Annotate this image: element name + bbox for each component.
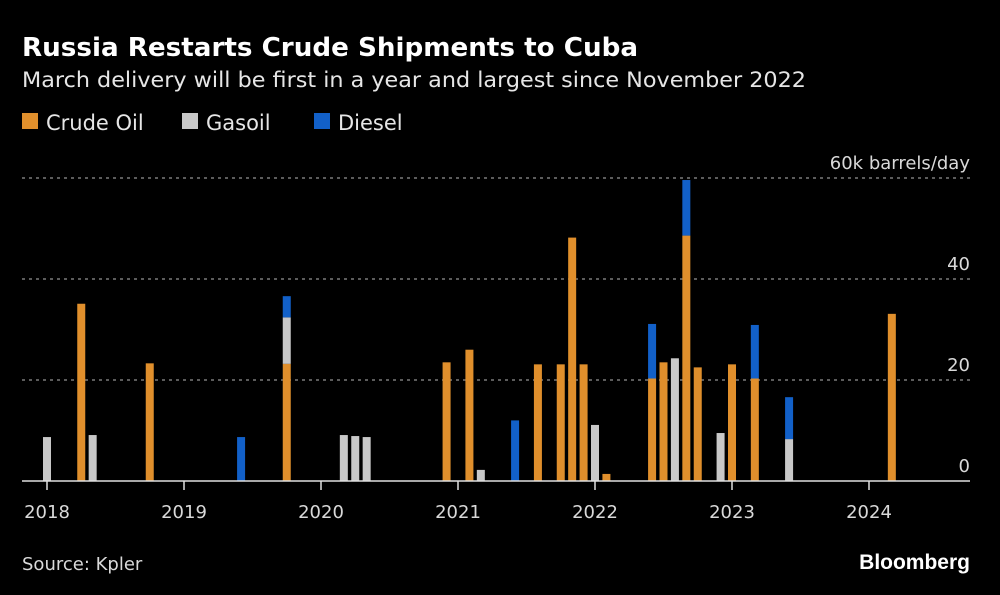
legend: Crude Oil Gasoil Diesel — [22, 111, 403, 135]
y-tick-label: 0 — [959, 456, 970, 477]
x-tick-label: 2020 — [298, 502, 344, 523]
bar-crude-oil-2021-12 — [579, 364, 588, 481]
bar-gasoil-2020-04 — [351, 436, 360, 481]
y-tick-label: 20 — [947, 355, 970, 376]
bar-gasoil-2023-06 — [785, 439, 794, 481]
legend-swatch-crude-oil — [22, 113, 38, 129]
x-tick-label: 2024 — [846, 502, 892, 523]
bar-diesel-2021-06 — [511, 420, 520, 481]
bar-crude-oil-2023-03 — [750, 378, 759, 481]
bar-crude-oil-2021-11 — [568, 237, 577, 481]
y-tick-label: 60k barrels/day — [830, 153, 971, 174]
bar-crude-oil-2022-07 — [659, 362, 668, 481]
bar-crude-oil-2021-08 — [533, 364, 542, 481]
source-note: Source: Kpler — [22, 554, 143, 575]
bar-gasoil-2021-03 — [476, 469, 485, 481]
x-axis: 2018 2019 2020 2021 2022 2023 2024 — [22, 480, 970, 523]
legend-label: Crude Oil — [46, 111, 144, 135]
bar-crude-oil-2022-10 — [693, 367, 702, 481]
bar-diesel-2023-06 — [785, 397, 794, 440]
bar-gasoil-2018-01 — [43, 437, 51, 481]
bar-diesel-2022-06 — [648, 323, 657, 379]
gridlines: 0 20 40 60k barrels/day — [22, 153, 970, 477]
bar-crude-oil-2020-12 — [442, 362, 451, 481]
bar-diesel-2019-06 — [237, 437, 246, 481]
x-tick-label: 2023 — [709, 502, 755, 523]
x-tick-label: 2018 — [24, 502, 70, 523]
bar-crude-oil-2018-10 — [145, 363, 154, 481]
chart-subtitle: March delivery will be first in a year a… — [22, 68, 806, 92]
legend-swatch-gasoil — [182, 113, 198, 129]
bar-gasoil-2022-01 — [591, 424, 599, 481]
bar-crude-oil-2022-06 — [648, 378, 657, 481]
bar-gasoil-2020-05 — [362, 437, 371, 481]
bar-crude-oil-2018-04 — [77, 303, 86, 481]
bar-gasoil-2022-08 — [670, 358, 679, 481]
chart-title: Russia Restarts Crude Shipments to Cuba — [22, 33, 638, 63]
bar-crude-oil-2021-02 — [465, 349, 474, 481]
bar-crude-oil-2022-09 — [682, 235, 691, 481]
bar-diesel-2023-03 — [750, 324, 759, 379]
x-tick-label: 2022 — [572, 502, 618, 523]
y-tick-label: 40 — [947, 254, 970, 275]
legend-label: Gasoil — [206, 111, 271, 135]
bar-gasoil-2022-12 — [716, 433, 725, 481]
bar-gasoil-2018-05 — [88, 435, 97, 481]
bar-crude-oil-2022-02 — [602, 473, 611, 481]
bar-gasoil-2019-10 — [282, 317, 291, 364]
bar-crude-oil-2019-10 — [282, 363, 291, 481]
legend-swatch-diesel — [314, 113, 330, 129]
bar-diesel-2019-10 — [282, 296, 291, 318]
bar-crude-oil-2024-03 — [887, 313, 896, 481]
bloomberg-logo: Bloomberg — [859, 551, 970, 574]
x-tick-label: 2021 — [435, 502, 481, 523]
x-tick-label: 2019 — [161, 502, 207, 523]
bar-crude-oil-2021-10 — [556, 364, 565, 481]
bars — [43, 180, 896, 481]
legend-label: Diesel — [338, 111, 403, 135]
bar-crude-oil-2023-01 — [728, 364, 736, 481]
bar-gasoil-2020-03 — [339, 435, 348, 481]
bar-diesel-2022-09 — [682, 180, 691, 236]
